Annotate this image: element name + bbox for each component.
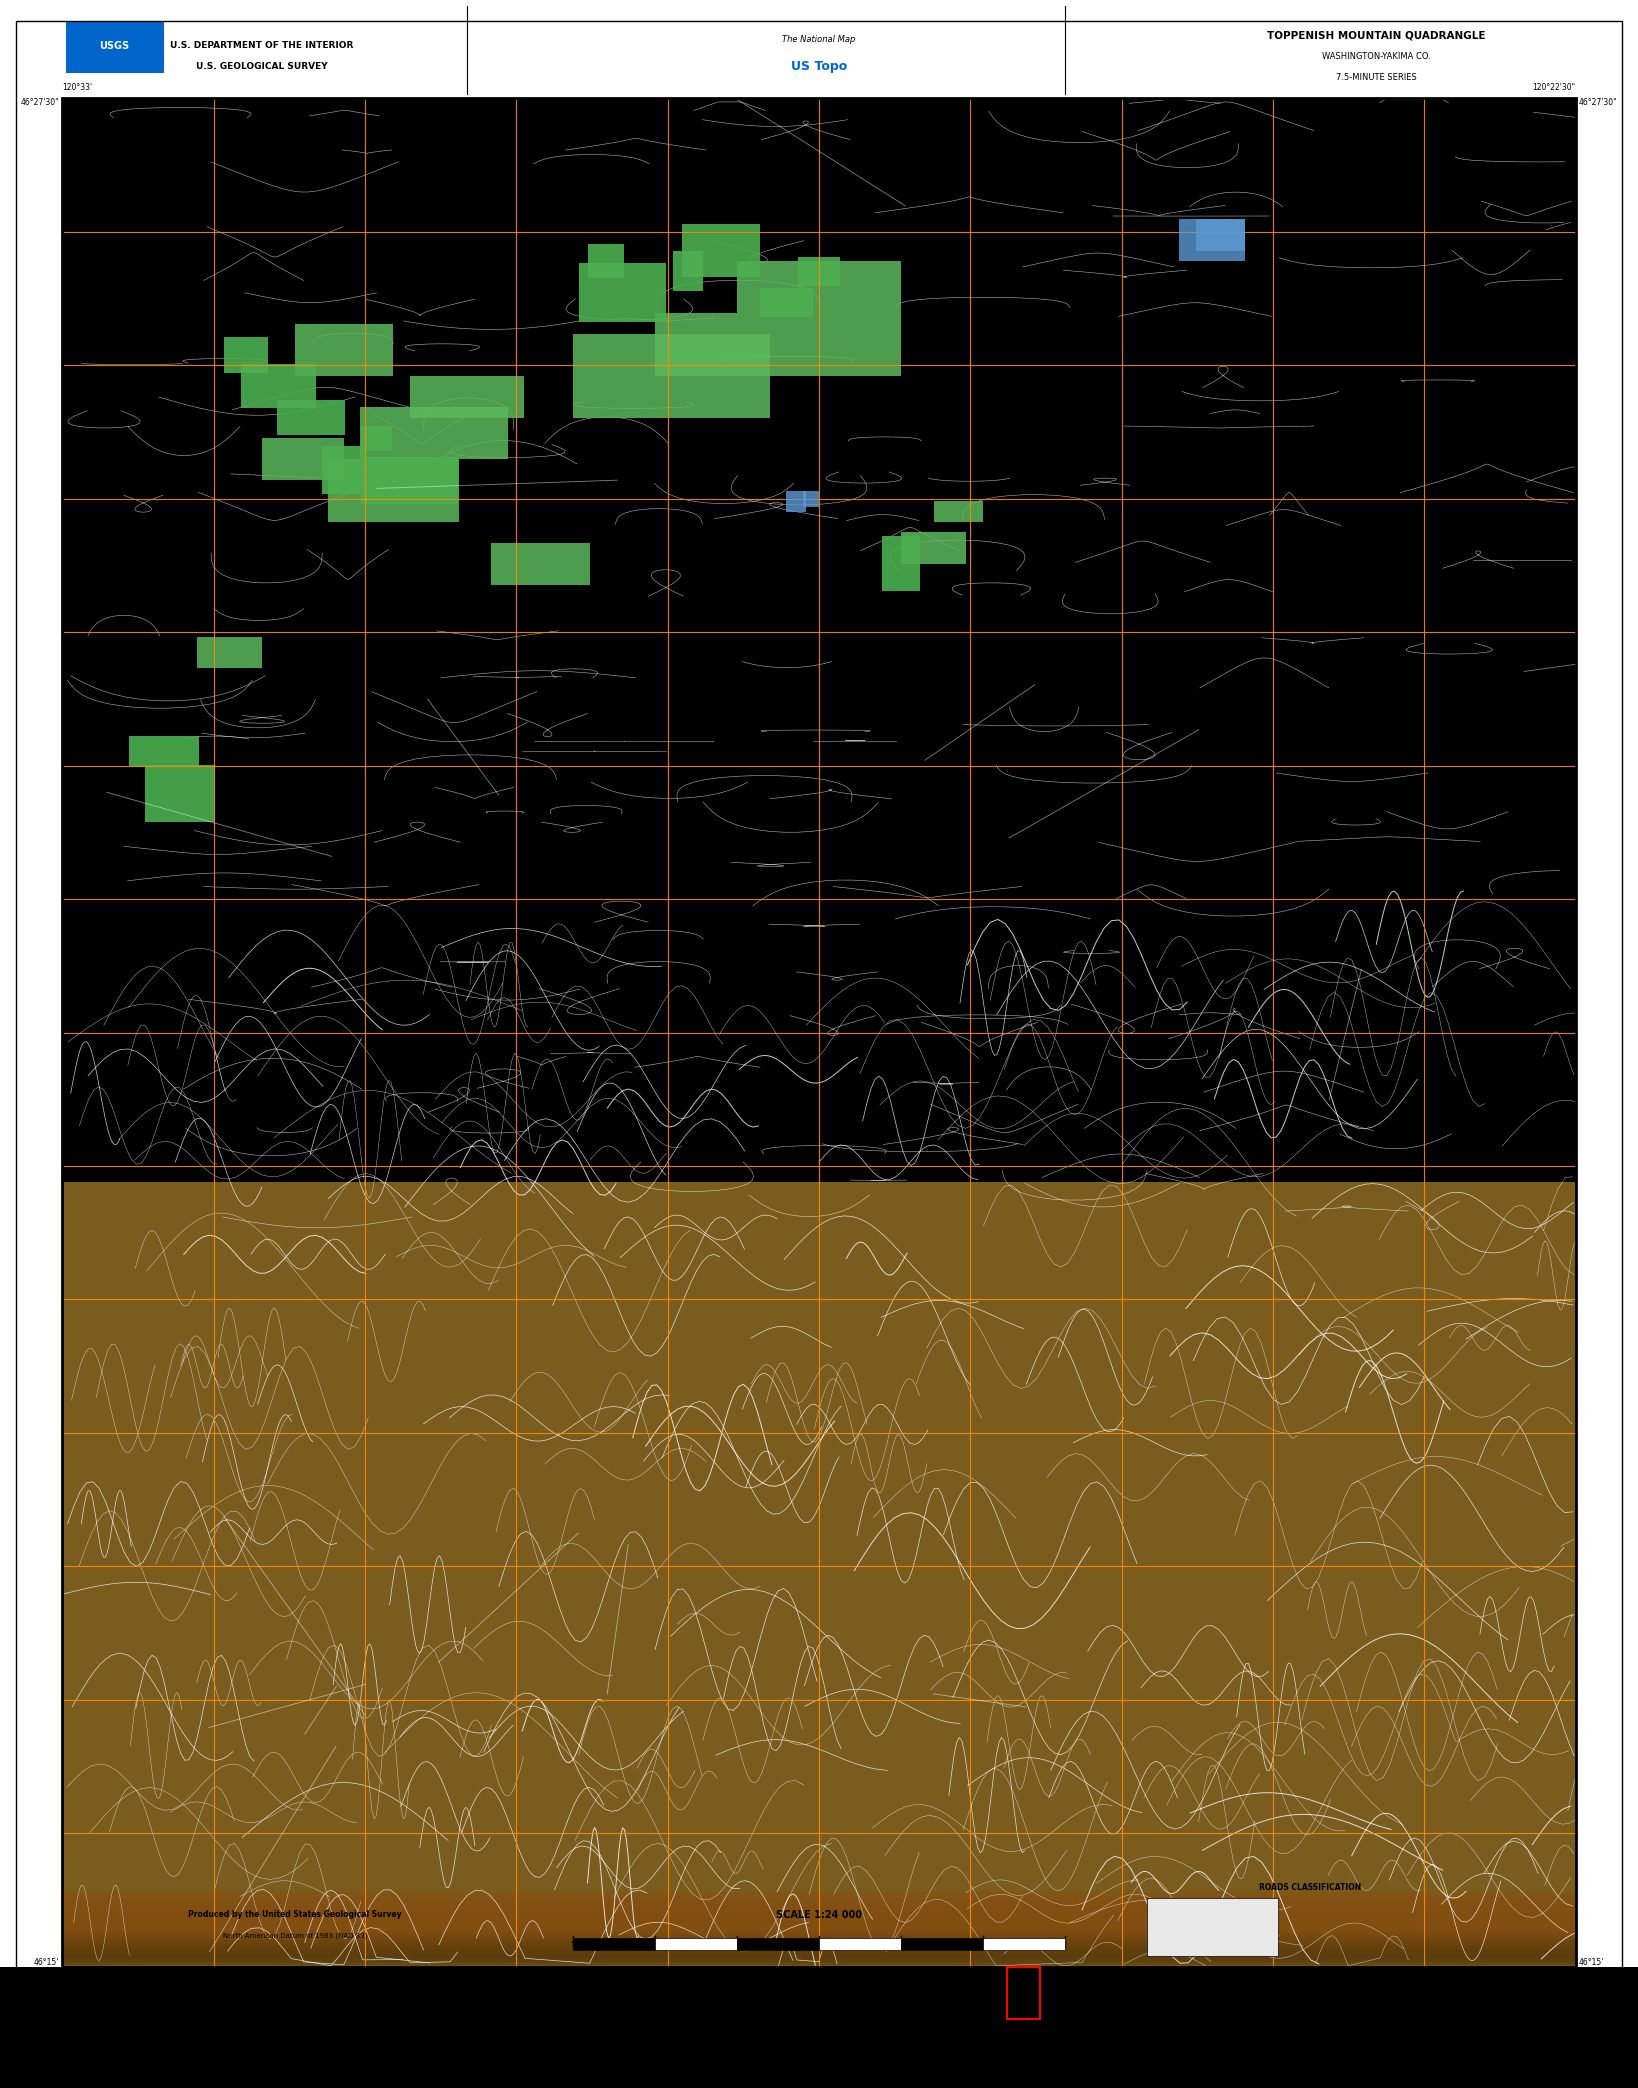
Bar [62, 1900, 1576, 1940]
Text: 7.5-MINUTE SERIES: 7.5-MINUTE SERIES [1335, 73, 1417, 81]
Bar [798, 257, 840, 286]
Bar [62, 1890, 1576, 1929]
Text: ROADS CLASSIFICATION: ROADS CLASSIFICATION [1260, 1883, 1361, 1892]
Text: 46°27'30": 46°27'30" [20, 98, 59, 106]
Bar [62, 1904, 1576, 1944]
Bar [491, 543, 590, 585]
Text: WASHINGTON-YAKIMA CO.: WASHINGTON-YAKIMA CO. [1322, 52, 1430, 61]
Bar [262, 438, 344, 480]
Bar [655, 313, 901, 376]
Bar [410, 376, 524, 418]
Text: U.S. DEPARTMENT OF THE INTERIOR: U.S. DEPARTMENT OF THE INTERIOR [170, 42, 354, 50]
Bar [360, 426, 393, 451]
Bar [62, 1921, 1576, 1961]
Bar [62, 1919, 1576, 1956]
Bar [881, 537, 921, 591]
Bar [197, 637, 262, 668]
Bar [737, 1938, 819, 1950]
Bar [62, 1908, 1576, 1948]
Text: North American Datum of 1983 (NAD 83): North American Datum of 1983 (NAD 83) [223, 1931, 367, 1940]
Bar [573, 1938, 655, 1950]
Bar [681, 223, 760, 278]
Bar [0, 0, 1638, 98]
Bar [62, 1915, 1576, 1952]
Bar [62, 1906, 1576, 1946]
Bar [573, 334, 770, 418]
Bar [588, 244, 624, 278]
Bar [62, 1892, 1576, 1931]
Bar [62, 1923, 1576, 1963]
Bar [62, 1896, 1576, 1936]
Text: 120°33': 120°33' [62, 84, 92, 92]
Bar [673, 251, 703, 292]
Bar [62, 98, 1576, 1967]
Bar [321, 447, 367, 493]
Bar [62, 98, 1576, 1967]
Bar [760, 288, 812, 317]
Bar [62, 1913, 1576, 1950]
Bar [62, 1894, 1576, 1933]
Text: U.S. GEOLOGICAL SURVEY: U.S. GEOLOGICAL SURVEY [197, 63, 328, 71]
Bar [146, 764, 215, 823]
Bar [0, 1967, 1638, 2088]
Bar [786, 491, 806, 512]
Bar [241, 363, 316, 409]
Text: US Topo: US Topo [791, 61, 847, 73]
Bar [1147, 1898, 1278, 1956]
Bar [1179, 219, 1245, 261]
Bar [62, 1898, 1576, 1938]
Text: 46°15': 46°15' [1579, 1959, 1604, 1967]
Text: The National Map: The National Map [783, 35, 855, 44]
Text: 120°22'30": 120°22'30" [1533, 84, 1576, 92]
Bar [360, 407, 508, 459]
Bar [328, 459, 459, 522]
Bar [62, 1917, 1576, 1954]
Bar [62, 1902, 1576, 1942]
Bar [803, 491, 819, 507]
Bar [62, 1911, 1576, 1950]
Bar [580, 263, 665, 322]
Text: 120°22'30": 120°22'30" [1533, 1973, 1576, 1982]
Bar [128, 735, 200, 768]
Bar [66, 21, 164, 73]
Text: Produced by the United States Geological Survey: Produced by the United States Geological… [188, 1911, 401, 1919]
Text: 46°15': 46°15' [34, 1959, 59, 1967]
Bar [62, 1925, 1576, 1965]
Bar [655, 1938, 737, 1950]
Bar [901, 532, 966, 564]
Text: USGS: USGS [100, 42, 129, 50]
Bar [737, 261, 901, 313]
Text: SCALE 1:24 000: SCALE 1:24 000 [776, 1911, 862, 1919]
Bar [62, 1927, 1576, 1967]
Bar [62, 1182, 1576, 1967]
Bar [360, 457, 459, 503]
Bar [934, 501, 983, 522]
Bar [277, 401, 346, 434]
Bar [0, 1967, 1638, 2088]
Text: 46°27'30": 46°27'30" [1579, 98, 1618, 106]
Bar [819, 1938, 901, 1950]
Bar [901, 1938, 983, 1950]
Bar [1196, 219, 1245, 251]
Text: TOPPENISH MOUNTAIN QUADRANGLE: TOPPENISH MOUNTAIN QUADRANGLE [1266, 31, 1486, 40]
Bar [295, 324, 393, 376]
Bar [223, 336, 269, 374]
Bar [62, 1919, 1576, 1959]
Bar [983, 1938, 1065, 1950]
Bar [1007, 1967, 1040, 2019]
Text: 120°33': 120°33' [62, 1973, 92, 1982]
